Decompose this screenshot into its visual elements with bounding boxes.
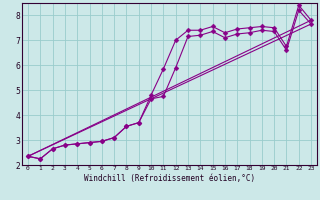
- X-axis label: Windchill (Refroidissement éolien,°C): Windchill (Refroidissement éolien,°C): [84, 174, 255, 183]
